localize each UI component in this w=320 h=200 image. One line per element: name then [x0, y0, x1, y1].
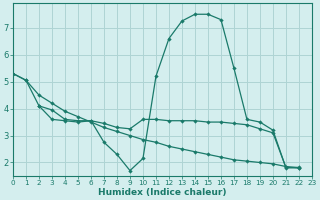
X-axis label: Humidex (Indice chaleur): Humidex (Indice chaleur) [98, 188, 227, 197]
